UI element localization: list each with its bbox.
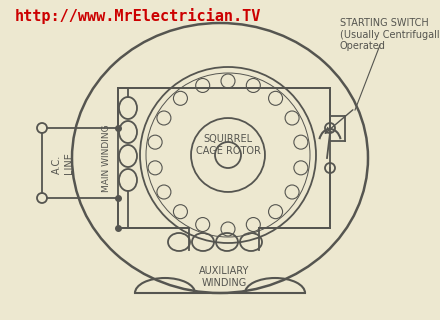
- Bar: [118, 88, 330, 228]
- Text: A.C.
LINE: A.C. LINE: [52, 152, 73, 174]
- Bar: [189, 227, 259, 251]
- Text: AUXILIARY
WINDING: AUXILIARY WINDING: [199, 266, 249, 288]
- Text: MAIN WINDING: MAIN WINDING: [102, 124, 110, 192]
- Text: http://www.MrElectrician.TV: http://www.MrElectrician.TV: [15, 8, 261, 24]
- Text: STARTING SWITCH
(Usually Centrifugally
Operated: STARTING SWITCH (Usually Centrifugally O…: [340, 18, 440, 51]
- Text: SQUIRREL
CAGE ROTOR: SQUIRREL CAGE ROTOR: [195, 134, 260, 156]
